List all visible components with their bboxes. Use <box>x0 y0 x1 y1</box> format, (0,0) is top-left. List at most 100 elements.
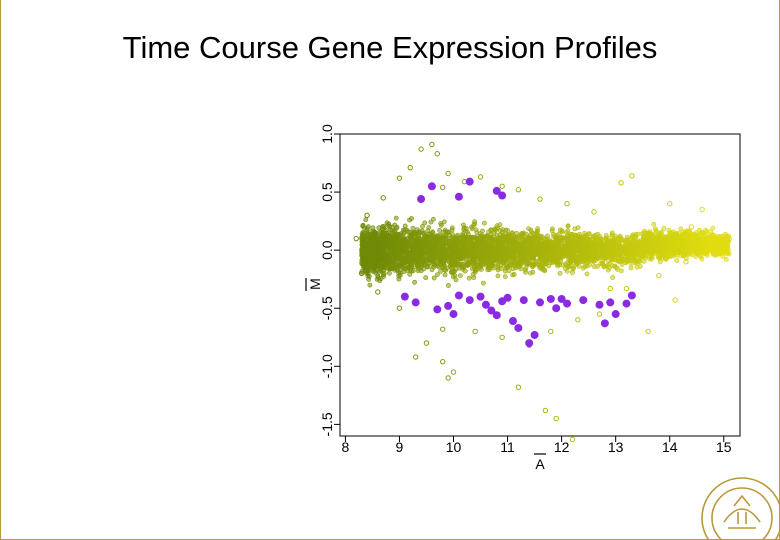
gene-cloud-point <box>412 238 418 244</box>
gene-cloud-point <box>430 229 435 235</box>
gene-cloud-point <box>407 217 412 223</box>
gene-cloud-point <box>603 240 608 246</box>
highlighted-gene-point <box>530 330 539 339</box>
gene-point <box>418 146 424 152</box>
gene-point <box>629 173 635 179</box>
gene-cloud-point <box>423 235 429 241</box>
gene-cloud-point <box>585 251 591 257</box>
gene-cloud-point <box>391 256 397 262</box>
x-axis-label: A <box>535 456 545 472</box>
gene-cloud-point <box>570 255 576 260</box>
gene-cloud-point <box>480 280 486 286</box>
gene-cloud-point <box>603 236 609 241</box>
gene-cloud-point <box>438 268 443 274</box>
gene-point <box>721 233 727 239</box>
gene-cloud-point <box>490 248 496 254</box>
gene-cloud-point <box>551 241 556 247</box>
highlighted-gene-point <box>481 300 490 309</box>
gene-point <box>656 273 662 279</box>
gene-cloud-point <box>452 257 458 263</box>
gene-cloud-point <box>460 266 465 272</box>
gene-point <box>683 259 689 265</box>
gene-cloud-point <box>618 268 624 274</box>
gene-cloud-point <box>515 250 521 255</box>
gene-cloud-point <box>383 253 388 258</box>
gene-cloud-point <box>565 237 571 243</box>
gene-point <box>499 183 505 189</box>
gene-cloud-point <box>648 236 654 242</box>
gene-cloud-point <box>667 244 673 249</box>
gene-cloud-point <box>440 235 446 241</box>
gene-cloud-point <box>641 258 647 264</box>
gene-cloud-point <box>616 235 621 241</box>
gene-cloud-point <box>425 255 431 260</box>
gene-cloud-point <box>501 258 507 264</box>
gene-cloud-point <box>721 249 727 255</box>
gene-cloud-point <box>446 232 452 238</box>
gene-point <box>440 326 446 332</box>
x-tick-label: 13 <box>608 439 624 455</box>
gene-cloud-point <box>703 249 709 255</box>
gene-cloud-point <box>419 248 424 253</box>
gene-cloud-point <box>495 273 501 279</box>
highlighted-gene-point <box>400 292 409 301</box>
gene-cloud-point <box>628 236 634 242</box>
gene-cloud-point <box>360 222 366 228</box>
gene-cloud-point <box>475 236 481 241</box>
gene-cloud-point <box>566 263 572 269</box>
gene-cloud-point <box>646 232 652 237</box>
gene-cloud-point <box>480 228 485 234</box>
highlighted-gene-point <box>552 304 561 313</box>
gene-point <box>569 436 576 443</box>
gene-cloud-point <box>661 225 667 231</box>
gene-cloud-point <box>425 228 431 234</box>
y-tick-label: 1.0 <box>319 124 335 144</box>
highlighted-gene-point <box>579 296 588 305</box>
gene-cloud-point <box>412 264 418 269</box>
gene-cloud-point <box>663 241 669 247</box>
gene-cloud-point <box>603 248 609 253</box>
gene-point <box>515 187 522 193</box>
gene-cloud-point <box>674 258 680 263</box>
gene-cloud-point <box>630 232 636 238</box>
gene-point <box>380 195 386 201</box>
gene-cloud-point <box>528 239 534 245</box>
gene-cloud-point <box>438 222 444 228</box>
gene-cloud-point <box>396 270 401 276</box>
gene-cloud-point <box>569 243 575 248</box>
gene-cloud-point <box>693 254 698 259</box>
gene-cloud-point <box>668 230 674 236</box>
gene-cloud-point <box>530 269 536 275</box>
gene-cloud-point <box>366 262 372 267</box>
gene-point <box>591 209 597 215</box>
gene-cloud-point <box>567 248 573 253</box>
gene-cloud-point <box>611 252 617 258</box>
seal-icon <box>701 477 780 540</box>
gene-cloud-point <box>678 234 684 240</box>
y-tick-label: 0.5 <box>319 182 335 202</box>
highlighted-gene-point <box>514 323 523 332</box>
gene-cloud-point <box>625 258 630 264</box>
gene-cloud-point <box>575 247 581 253</box>
gene-cloud-point <box>412 279 417 285</box>
gene-cloud-point <box>453 277 459 283</box>
gene-cloud-point <box>406 265 411 270</box>
gene-point <box>472 328 478 335</box>
gene-cloud-point <box>667 250 672 255</box>
slide-title: Time Course Gene Expression Profiles <box>122 30 658 65</box>
gene-cloud-point <box>398 234 404 240</box>
gene-cloud-point <box>710 225 716 231</box>
gene-cloud-point <box>466 260 472 266</box>
x-tick-label: 8 <box>342 439 350 455</box>
highlighted-gene-point <box>622 299 631 308</box>
gene-cloud-point <box>590 255 595 261</box>
gene-cloud-point <box>723 242 729 248</box>
gene-cloud-point <box>519 240 525 246</box>
gene-point <box>440 184 446 191</box>
gene-cloud-point <box>378 241 384 247</box>
x-tick-label: 10 <box>446 439 462 455</box>
highlighted-gene-point <box>563 299 572 308</box>
gene-cloud-point <box>653 228 659 234</box>
gene-cloud-point <box>457 273 463 278</box>
highlighted-gene-point <box>508 317 517 326</box>
